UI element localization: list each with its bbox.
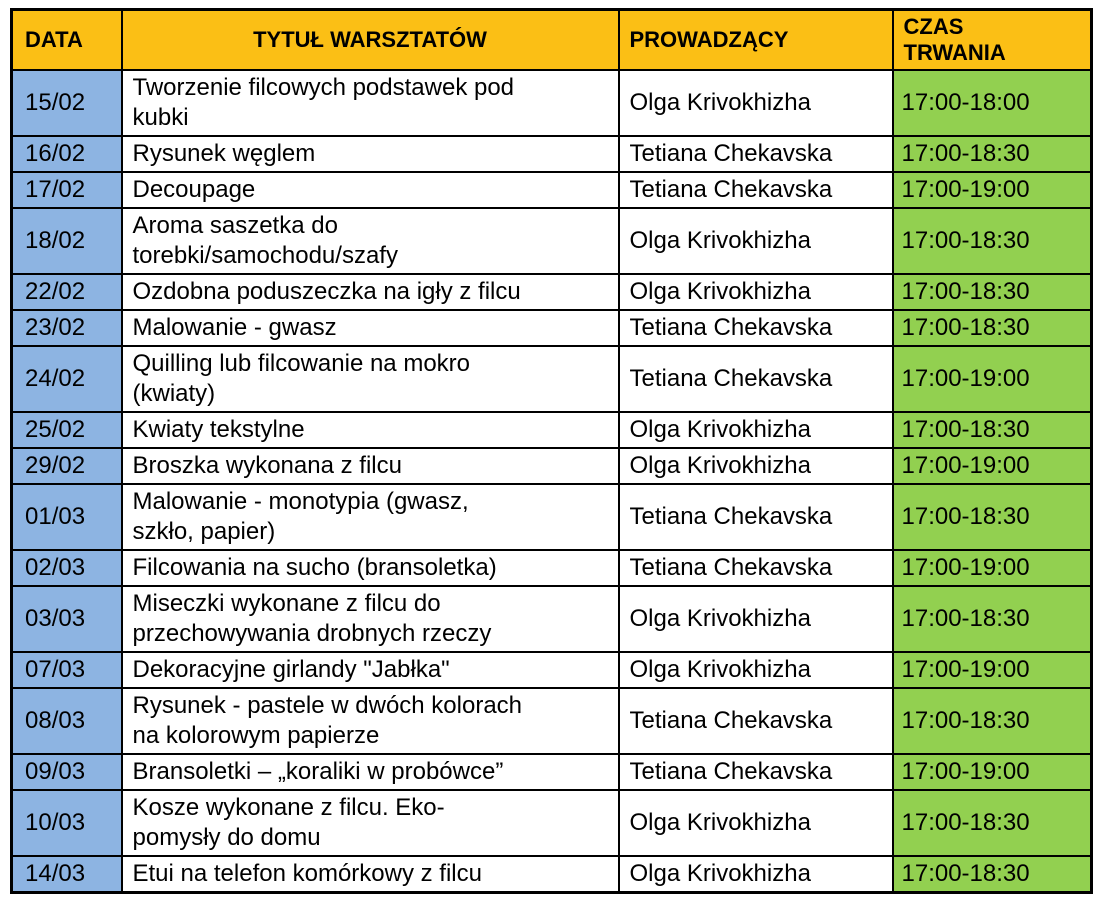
date-cell: 10/03 bbox=[10, 789, 123, 857]
workshop-title-cell: Bransoletki – „koraliki w probówce” bbox=[120, 753, 620, 791]
instructor-cell: Tetiana Chekavska bbox=[617, 135, 894, 173]
instructor-cell: Tetiana Chekavska bbox=[617, 309, 894, 347]
instructor-cell: Olga Krivokhizha bbox=[617, 69, 894, 137]
table-row: 25/02 Kwiaty tekstylne Olga Krivokhizha … bbox=[10, 411, 1093, 449]
table-row: 10/03 Kosze wykonane z filcu. Eko- pomys… bbox=[10, 789, 1093, 857]
date-cell: 29/02 bbox=[10, 447, 123, 485]
date-cell: 09/03 bbox=[10, 753, 123, 791]
duration-cell: 17:00-18:30 bbox=[891, 789, 1093, 857]
workshop-title-cell: Kosze wykonane z filcu. Eko- pomysły do … bbox=[120, 789, 620, 857]
duration-cell: 17:00-18:30 bbox=[891, 309, 1093, 347]
workshop-title-cell: Malowanie - gwasz bbox=[120, 309, 620, 347]
table-header: DATA TYTUŁ WARSZTATÓW PROWADZĄCY CZAS TR… bbox=[10, 8, 1093, 71]
date-cell: 03/03 bbox=[10, 585, 123, 653]
date-cell: 18/02 bbox=[10, 207, 123, 275]
instructor-cell: Tetiana Chekavska bbox=[617, 171, 894, 209]
workshop-title-cell: Broszka wykonana z filcu bbox=[120, 447, 620, 485]
date-cell: 02/03 bbox=[10, 549, 123, 587]
date-cell: 01/03 bbox=[10, 483, 123, 551]
duration-cell: 17:00-18:30 bbox=[891, 207, 1093, 275]
table-row: 29/02 Broszka wykonana z filcu Olga Kriv… bbox=[10, 447, 1093, 485]
instructor-cell: Tetiana Chekavska bbox=[617, 549, 894, 587]
date-cell: 24/02 bbox=[10, 345, 123, 413]
header-czas-trwania: CZAS TRWANIA bbox=[891, 8, 1093, 71]
instructor-cell: Olga Krivokhizha bbox=[617, 789, 894, 857]
instructor-cell: Olga Krivokhizha bbox=[617, 411, 894, 449]
date-cell: 14/03 bbox=[10, 855, 123, 894]
date-cell: 16/02 bbox=[10, 135, 123, 173]
table-row: 15/02 Tworzenie filcowych podstawek pod … bbox=[10, 69, 1093, 137]
duration-cell: 17:00-18:30 bbox=[891, 483, 1093, 551]
header-row: DATA TYTUŁ WARSZTATÓW PROWADZĄCY CZAS TR… bbox=[10, 8, 1093, 71]
table-row: 23/02 Malowanie - gwasz Tetiana Chekavsk… bbox=[10, 309, 1093, 347]
workshop-title-cell: Rysunek węglem bbox=[120, 135, 620, 173]
header-data: DATA bbox=[10, 8, 123, 71]
workshop-title-cell: Etui na telefon komórkowy z filcu bbox=[120, 855, 620, 894]
workshop-title-cell: Decoupage bbox=[120, 171, 620, 209]
table-row: 02/03 Filcowania na sucho (bransoletka) … bbox=[10, 549, 1093, 587]
duration-cell: 17:00-19:00 bbox=[891, 753, 1093, 791]
instructor-cell: Olga Krivokhizha bbox=[617, 855, 894, 894]
date-cell: 08/03 bbox=[10, 687, 123, 755]
table-row: 18/02 Aroma saszetka do torebki/samochod… bbox=[10, 207, 1093, 275]
table-row: 16/02 Rysunek węglem Tetiana Chekavska 1… bbox=[10, 135, 1093, 173]
instructor-cell: Olga Krivokhizha bbox=[617, 207, 894, 275]
table-row: 17/02 Decoupage Tetiana Chekavska 17:00-… bbox=[10, 171, 1093, 209]
instructor-cell: Tetiana Chekavska bbox=[617, 345, 894, 413]
instructor-cell: Tetiana Chekavska bbox=[617, 483, 894, 551]
table-row: 08/03 Rysunek - pastele w dwóch kolorach… bbox=[10, 687, 1093, 755]
workshop-title-cell: Rysunek - pastele w dwóch kolorach na ko… bbox=[120, 687, 620, 755]
workshop-title-cell: Malowanie - monotypia (gwasz, szkło, pap… bbox=[120, 483, 620, 551]
date-cell: 25/02 bbox=[10, 411, 123, 449]
workshop-title-cell: Ozdobna poduszeczka na igły z filcu bbox=[120, 273, 620, 311]
date-cell: 23/02 bbox=[10, 309, 123, 347]
duration-cell: 17:00-18:30 bbox=[891, 411, 1093, 449]
duration-cell: 17:00-19:00 bbox=[891, 651, 1093, 689]
workshop-title-cell: Miseczki wykonane z filcu do przechowywa… bbox=[120, 585, 620, 653]
duration-cell: 17:00-19:00 bbox=[891, 171, 1093, 209]
duration-cell: 17:00-19:00 bbox=[891, 345, 1093, 413]
duration-cell: 17:00-18:30 bbox=[891, 585, 1093, 653]
workshop-title-cell: Aroma saszetka do torebki/samochodu/szaf… bbox=[120, 207, 620, 275]
workshop-title-cell: Tworzenie filcowych podstawek pod kubki bbox=[120, 69, 620, 137]
table-row: 01/03 Malowanie - monotypia (gwasz, szkł… bbox=[10, 483, 1093, 551]
date-cell: 15/02 bbox=[10, 69, 123, 137]
duration-cell: 17:00-18:30 bbox=[891, 687, 1093, 755]
instructor-cell: Olga Krivokhizha bbox=[617, 447, 894, 485]
instructor-cell: Olga Krivokhizha bbox=[617, 585, 894, 653]
duration-cell: 17:00-19:00 bbox=[891, 549, 1093, 587]
header-prowadzacy: PROWADZĄCY bbox=[617, 8, 894, 71]
table-row: 22/02 Ozdobna poduszeczka na igły z filc… bbox=[10, 273, 1093, 311]
table-row: 14/03 Etui na telefon komórkowy z filcu … bbox=[10, 855, 1093, 894]
date-cell: 22/02 bbox=[10, 273, 123, 311]
workshop-title-cell: Filcowania na sucho (bransoletka) bbox=[120, 549, 620, 587]
workshop-title-cell: Quilling lub filcowanie na mokro (kwiaty… bbox=[120, 345, 620, 413]
instructor-cell: Olga Krivokhizha bbox=[617, 651, 894, 689]
duration-cell: 17:00-18:30 bbox=[891, 135, 1093, 173]
workshop-schedule-table: DATA TYTUŁ WARSZTATÓW PROWADZĄCY CZAS TR… bbox=[10, 8, 1093, 894]
table-row: 07/03 Dekoracyjne girlandy "Jabłka" Olga… bbox=[10, 651, 1093, 689]
instructor-cell: Tetiana Chekavska bbox=[617, 753, 894, 791]
instructor-cell: Tetiana Chekavska bbox=[617, 687, 894, 755]
date-cell: 07/03 bbox=[10, 651, 123, 689]
workshop-title-cell: Kwiaty tekstylne bbox=[120, 411, 620, 449]
table-row: 24/02 Quilling lub filcowanie na mokro (… bbox=[10, 345, 1093, 413]
duration-cell: 17:00-18:30 bbox=[891, 855, 1093, 894]
table-row: 09/03 Bransoletki – „koraliki w probówce… bbox=[10, 753, 1093, 791]
table-row: 03/03 Miseczki wykonane z filcu do przec… bbox=[10, 585, 1093, 653]
header-tytul-warsztatow: TYTUŁ WARSZTATÓW bbox=[120, 8, 620, 71]
date-cell: 17/02 bbox=[10, 171, 123, 209]
duration-cell: 17:00-18:30 bbox=[891, 273, 1093, 311]
duration-cell: 17:00-18:00 bbox=[891, 69, 1093, 137]
table-body: 15/02 Tworzenie filcowych podstawek pod … bbox=[10, 69, 1093, 894]
workshop-title-cell: Dekoracyjne girlandy "Jabłka" bbox=[120, 651, 620, 689]
instructor-cell: Olga Krivokhizha bbox=[617, 273, 894, 311]
duration-cell: 17:00-19:00 bbox=[891, 447, 1093, 485]
